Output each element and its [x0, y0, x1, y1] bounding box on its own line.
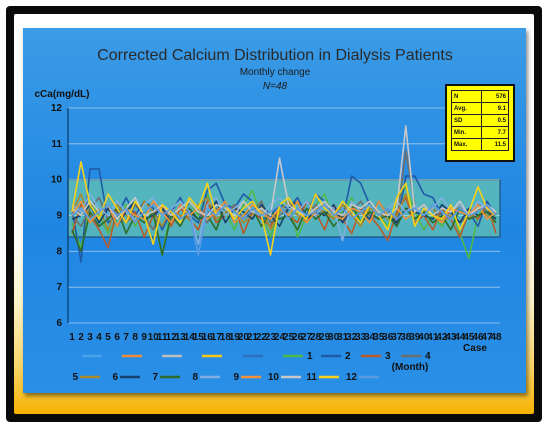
stats-table: N 576 Avg. 9.1 SD 0.5 Min. 7.7 Max. 11.5 [450, 90, 509, 151]
chart-subtitle: Monthly change [240, 67, 311, 78]
x-tick-label: 20 [238, 332, 250, 343]
legend-caption: (Month) [392, 362, 429, 373]
x-tick-label: 18 [220, 332, 232, 343]
x-tick-label: 39 [409, 332, 421, 343]
x-tick-label: 19 [229, 332, 241, 343]
y-tick-label: 9 [56, 211, 62, 222]
x-tick-label: 37 [391, 332, 403, 343]
x-tick-label: 22 [256, 332, 268, 343]
legend-entry-label: 8 [192, 372, 198, 383]
legend-entry-label: 5 [72, 372, 78, 383]
x-tick-label: 3 [87, 332, 93, 343]
legend-entry-label: 4 [425, 351, 431, 362]
x-tick-label: 25 [283, 332, 295, 343]
x-tick-label: 11 [157, 332, 168, 343]
y-tick-label: 11 [51, 139, 62, 150]
x-tick-label: 9 [141, 332, 147, 343]
stats-value: 11.5 [481, 138, 509, 151]
stats-row-max: Max. 11.5 [450, 138, 509, 151]
x-tick-label: 15 [193, 332, 205, 343]
x-tick-label: 21 [247, 332, 259, 343]
stats-label: N [450, 90, 483, 103]
x-tick-label: 36 [382, 332, 394, 343]
x-axis-label: Case [463, 343, 487, 354]
x-tick-label: 5 [105, 332, 111, 343]
x-tick-label: 30 [328, 332, 340, 343]
x-tick-label: 43 [445, 332, 457, 343]
y-tick-label: 12 [51, 103, 63, 114]
x-tick-label: 13 [175, 332, 187, 343]
x-tick-label: 44 [454, 332, 466, 343]
stats-value: 576 [481, 90, 509, 103]
x-tick-label: 16 [202, 332, 214, 343]
x-tick-label: 42 [436, 332, 448, 343]
series-line-5 [71, 193, 497, 231]
stats-row-sd: SD 0.5 [450, 114, 509, 127]
legend-entry-label: 2 [345, 351, 351, 362]
x-tick-label: 12 [166, 332, 178, 343]
stats-value: 9.1 [481, 102, 509, 115]
legend-entry-label: 12 [346, 372, 358, 383]
legend-entry-label: 6 [112, 372, 118, 383]
x-tick-label: 47 [481, 332, 493, 343]
x-tick-label: 29 [319, 332, 331, 343]
x-tick-label: 17 [211, 332, 223, 343]
series-line-12 [71, 203, 497, 256]
chart-title: Corrected Calcium Distribution in Dialys… [97, 47, 453, 64]
legend-entry-label: 9 [233, 372, 239, 383]
legend-entry-label: 11 [306, 372, 317, 383]
x-tick-label: 24 [274, 332, 286, 343]
x-tick-label: 34 [364, 332, 376, 343]
x-tick-label: 32 [346, 332, 358, 343]
x-tick-label: 1 [69, 332, 75, 343]
x-tick-label: 35 [373, 332, 385, 343]
x-tick-label: 38 [400, 332, 412, 343]
x-tick-label: 41 [427, 332, 439, 343]
x-tick-label: 31 [337, 332, 349, 343]
y-axis-label: cCa(mg/dL) [35, 89, 90, 100]
stats-label: SD [450, 114, 483, 127]
x-tick-label: 28 [310, 332, 322, 343]
legend-entry-label: 3 [385, 351, 391, 362]
x-tick-label: 40 [418, 332, 430, 343]
legend-entry-label: 1 [307, 351, 313, 362]
stats-box: N 576 Avg. 9.1 SD 0.5 Min. 7.7 Max. 11.5 [445, 84, 515, 162]
x-tick-label: 10 [148, 332, 160, 343]
stats-row-n: N 576 [450, 90, 509, 103]
x-tick-label: 48 [490, 332, 502, 343]
x-tick-label: 8 [132, 332, 138, 343]
legend-entry-label: 7 [152, 372, 158, 383]
x-tick-label: 45 [463, 332, 475, 343]
x-tick-label: 2 [78, 332, 84, 343]
stats-row-min: Min. 7.7 [450, 126, 509, 139]
stats-label: Min. [450, 126, 483, 139]
stats-label: Max. [450, 138, 483, 151]
y-tick-label: 8 [56, 246, 62, 257]
y-tick-label: 10 [51, 175, 63, 186]
x-tick-label: 33 [355, 332, 367, 343]
chart-n-label: N=48 [263, 81, 288, 92]
x-tick-label: 7 [123, 332, 129, 343]
y-tick-label: 7 [56, 282, 62, 293]
x-tick-label: 14 [184, 332, 196, 343]
x-tick-label: 27 [301, 332, 313, 343]
y-tick-label: 6 [56, 318, 62, 329]
x-tick-label: 6 [114, 332, 120, 343]
x-tick-label: 46 [472, 332, 484, 343]
x-tick-label: 26 [292, 332, 304, 343]
x-tick-label: 23 [265, 332, 277, 343]
stats-row-avg: Avg. 9.1 [450, 102, 509, 115]
stats-label: Avg. [450, 102, 483, 115]
x-tick-label: 4 [96, 332, 102, 343]
legend-entry-label: 10 [268, 372, 280, 383]
stats-value: 7.7 [481, 126, 509, 139]
stats-value: 0.5 [481, 114, 509, 127]
